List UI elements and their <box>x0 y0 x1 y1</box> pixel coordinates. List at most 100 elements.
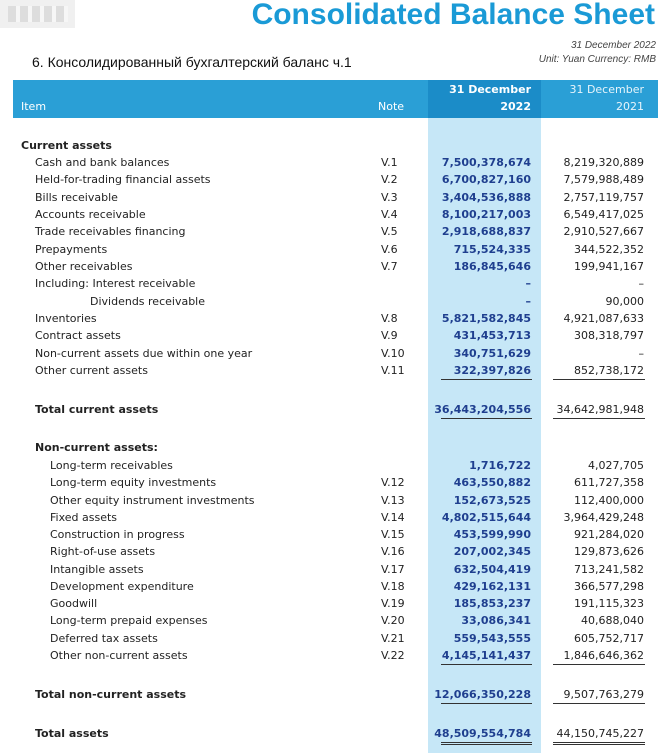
row-note: V.2 <box>381 173 398 187</box>
value-2022: 6,700,827,160 <box>441 173 531 187</box>
total-label: Total current assets <box>35 403 159 416</box>
row-label: Trade receivables financing <box>35 225 186 239</box>
value-2021: 852,738,172 <box>574 363 644 377</box>
value-2021: 366,577,298 <box>574 579 644 593</box>
row-label: Goodwill <box>50 597 98 611</box>
row-label: Prepayments <box>35 242 108 256</box>
row-note: V.1 <box>381 156 398 169</box>
value-2021: 2,910,527,667 <box>563 225 644 239</box>
row-label: Other equity instrument investments <box>50 493 255 507</box>
value-2021: 7,579,988,489 <box>563 173 644 187</box>
row-note: V.19 <box>381 597 405 611</box>
highlight-column <box>428 80 541 753</box>
row-label: Long-term equity investments <box>50 476 217 490</box>
row-note: V.20 <box>381 614 405 628</box>
header-band <box>13 80 658 118</box>
row-note: V.7 <box>381 259 398 273</box>
row-label: Cash and bank balances <box>35 156 170 169</box>
row-label: Other current assets <box>35 363 148 377</box>
value-2021: 191,115,323 <box>574 597 644 611</box>
unit: Unit: Yuan Currency: RMB <box>538 54 656 65</box>
value-2022: 4,802,515,644 <box>441 510 531 524</box>
value-2022: 429,162,131 <box>453 579 531 593</box>
row-note: V.18 <box>381 579 405 593</box>
value-2022: 322,397,826 <box>453 363 531 377</box>
total-underline <box>553 744 645 745</box>
value-2022: 186,845,646 <box>453 259 531 273</box>
row-label: Long-term prepaid expenses <box>50 614 208 628</box>
total-underline <box>441 703 532 704</box>
value-2021: 4,027,705 <box>588 459 644 472</box>
row-note: V.6 <box>381 242 398 256</box>
row-label: Long-term receivables <box>50 459 173 472</box>
row-note: V.11 <box>381 363 405 377</box>
row-label: Deferred tax assets <box>50 631 158 645</box>
highlight-header <box>428 80 541 118</box>
row-note: V.22 <box>381 648 405 662</box>
value-2022: 8,100,217,003 <box>441 207 531 221</box>
subtotal-line <box>553 378 645 380</box>
total-underline <box>553 703 645 704</box>
row-label: Non-current assets due within one year <box>35 346 253 360</box>
row-note: V.16 <box>381 545 405 559</box>
value-2021: 1,846,646,362 <box>563 648 644 662</box>
total-underline <box>553 742 645 743</box>
value-2021: 3,964,429,248 <box>563 510 644 524</box>
row-label: Development expenditure <box>50 579 194 593</box>
row-label: Contract assets <box>35 329 121 343</box>
value-2021: 129,873,626 <box>574 545 644 559</box>
col-note: Note <box>378 100 405 113</box>
value-2022: 185,853,237 <box>453 597 531 611</box>
total-label: Total assets <box>35 727 109 740</box>
total-2022: 48,509,554,784 <box>434 727 531 740</box>
total-underline <box>441 418 532 419</box>
value-2022: 632,504,419 <box>453 562 531 576</box>
value-2021: – <box>638 277 645 291</box>
total-label: Total non-current assets <box>35 688 187 701</box>
row-note: V.5 <box>381 225 398 239</box>
subtotal-line <box>441 378 532 380</box>
title: Consolidated Balance Sheet <box>251 0 655 31</box>
row-note: V.3 <box>381 190 398 204</box>
value-2021: 90,000 <box>605 294 645 308</box>
row-note: V.10 <box>381 346 405 360</box>
value-2022: 715,524,335 <box>453 242 531 256</box>
value-2022: – <box>525 277 532 291</box>
row-label: Held-for-trading financial assets <box>35 173 211 187</box>
value-2022: 453,599,990 <box>453 528 531 542</box>
value-2022: 559,543,555 <box>453 631 531 645</box>
total-2021: 9,507,763,279 <box>563 688 644 701</box>
decor <box>8 6 68 22</box>
value-2022: 4,145,141,437 <box>441 648 531 662</box>
row-label: Other non-current assets <box>50 648 188 662</box>
row-label: Construction in progress <box>50 528 185 542</box>
row-label: Intangible assets <box>50 562 144 576</box>
section-heading: Current assets <box>21 139 112 152</box>
value-2021: 6,549,417,025 <box>563 207 644 221</box>
value-2022: 7,500,378,674 <box>441 156 531 169</box>
row-label: Bills receivable <box>35 190 118 204</box>
value-2022: – <box>525 294 532 308</box>
value-2022: 33,086,341 <box>461 614 531 628</box>
subtitle: 6. Консолидированный бухгалтерский балан… <box>32 54 352 70</box>
total-underline <box>553 418 645 419</box>
col-2022: 2022 <box>500 100 531 113</box>
row-label: Dividends receivable <box>90 294 206 308</box>
row-note: V.15 <box>381 528 405 542</box>
row-note: V.9 <box>381 329 398 343</box>
total-underline <box>441 744 532 745</box>
row-label: Accounts receivable <box>35 207 146 221</box>
row-note: V.4 <box>381 207 398 221</box>
total-2021: 44,150,745,227 <box>556 727 644 740</box>
value-2022: 2,918,688,837 <box>441 225 531 239</box>
total-2022: 12,066,350,228 <box>434 688 531 701</box>
col-item: Item <box>21 100 47 113</box>
value-2021: – <box>638 346 645 360</box>
row-label: Inventories <box>35 311 97 325</box>
value-2021: 199,941,167 <box>574 259 644 273</box>
value-2022: 152,673,525 <box>453 493 531 507</box>
row-note: V.21 <box>381 631 405 645</box>
row-label: Right-of-use assets <box>50 545 156 559</box>
row-note: V.8 <box>381 311 398 325</box>
